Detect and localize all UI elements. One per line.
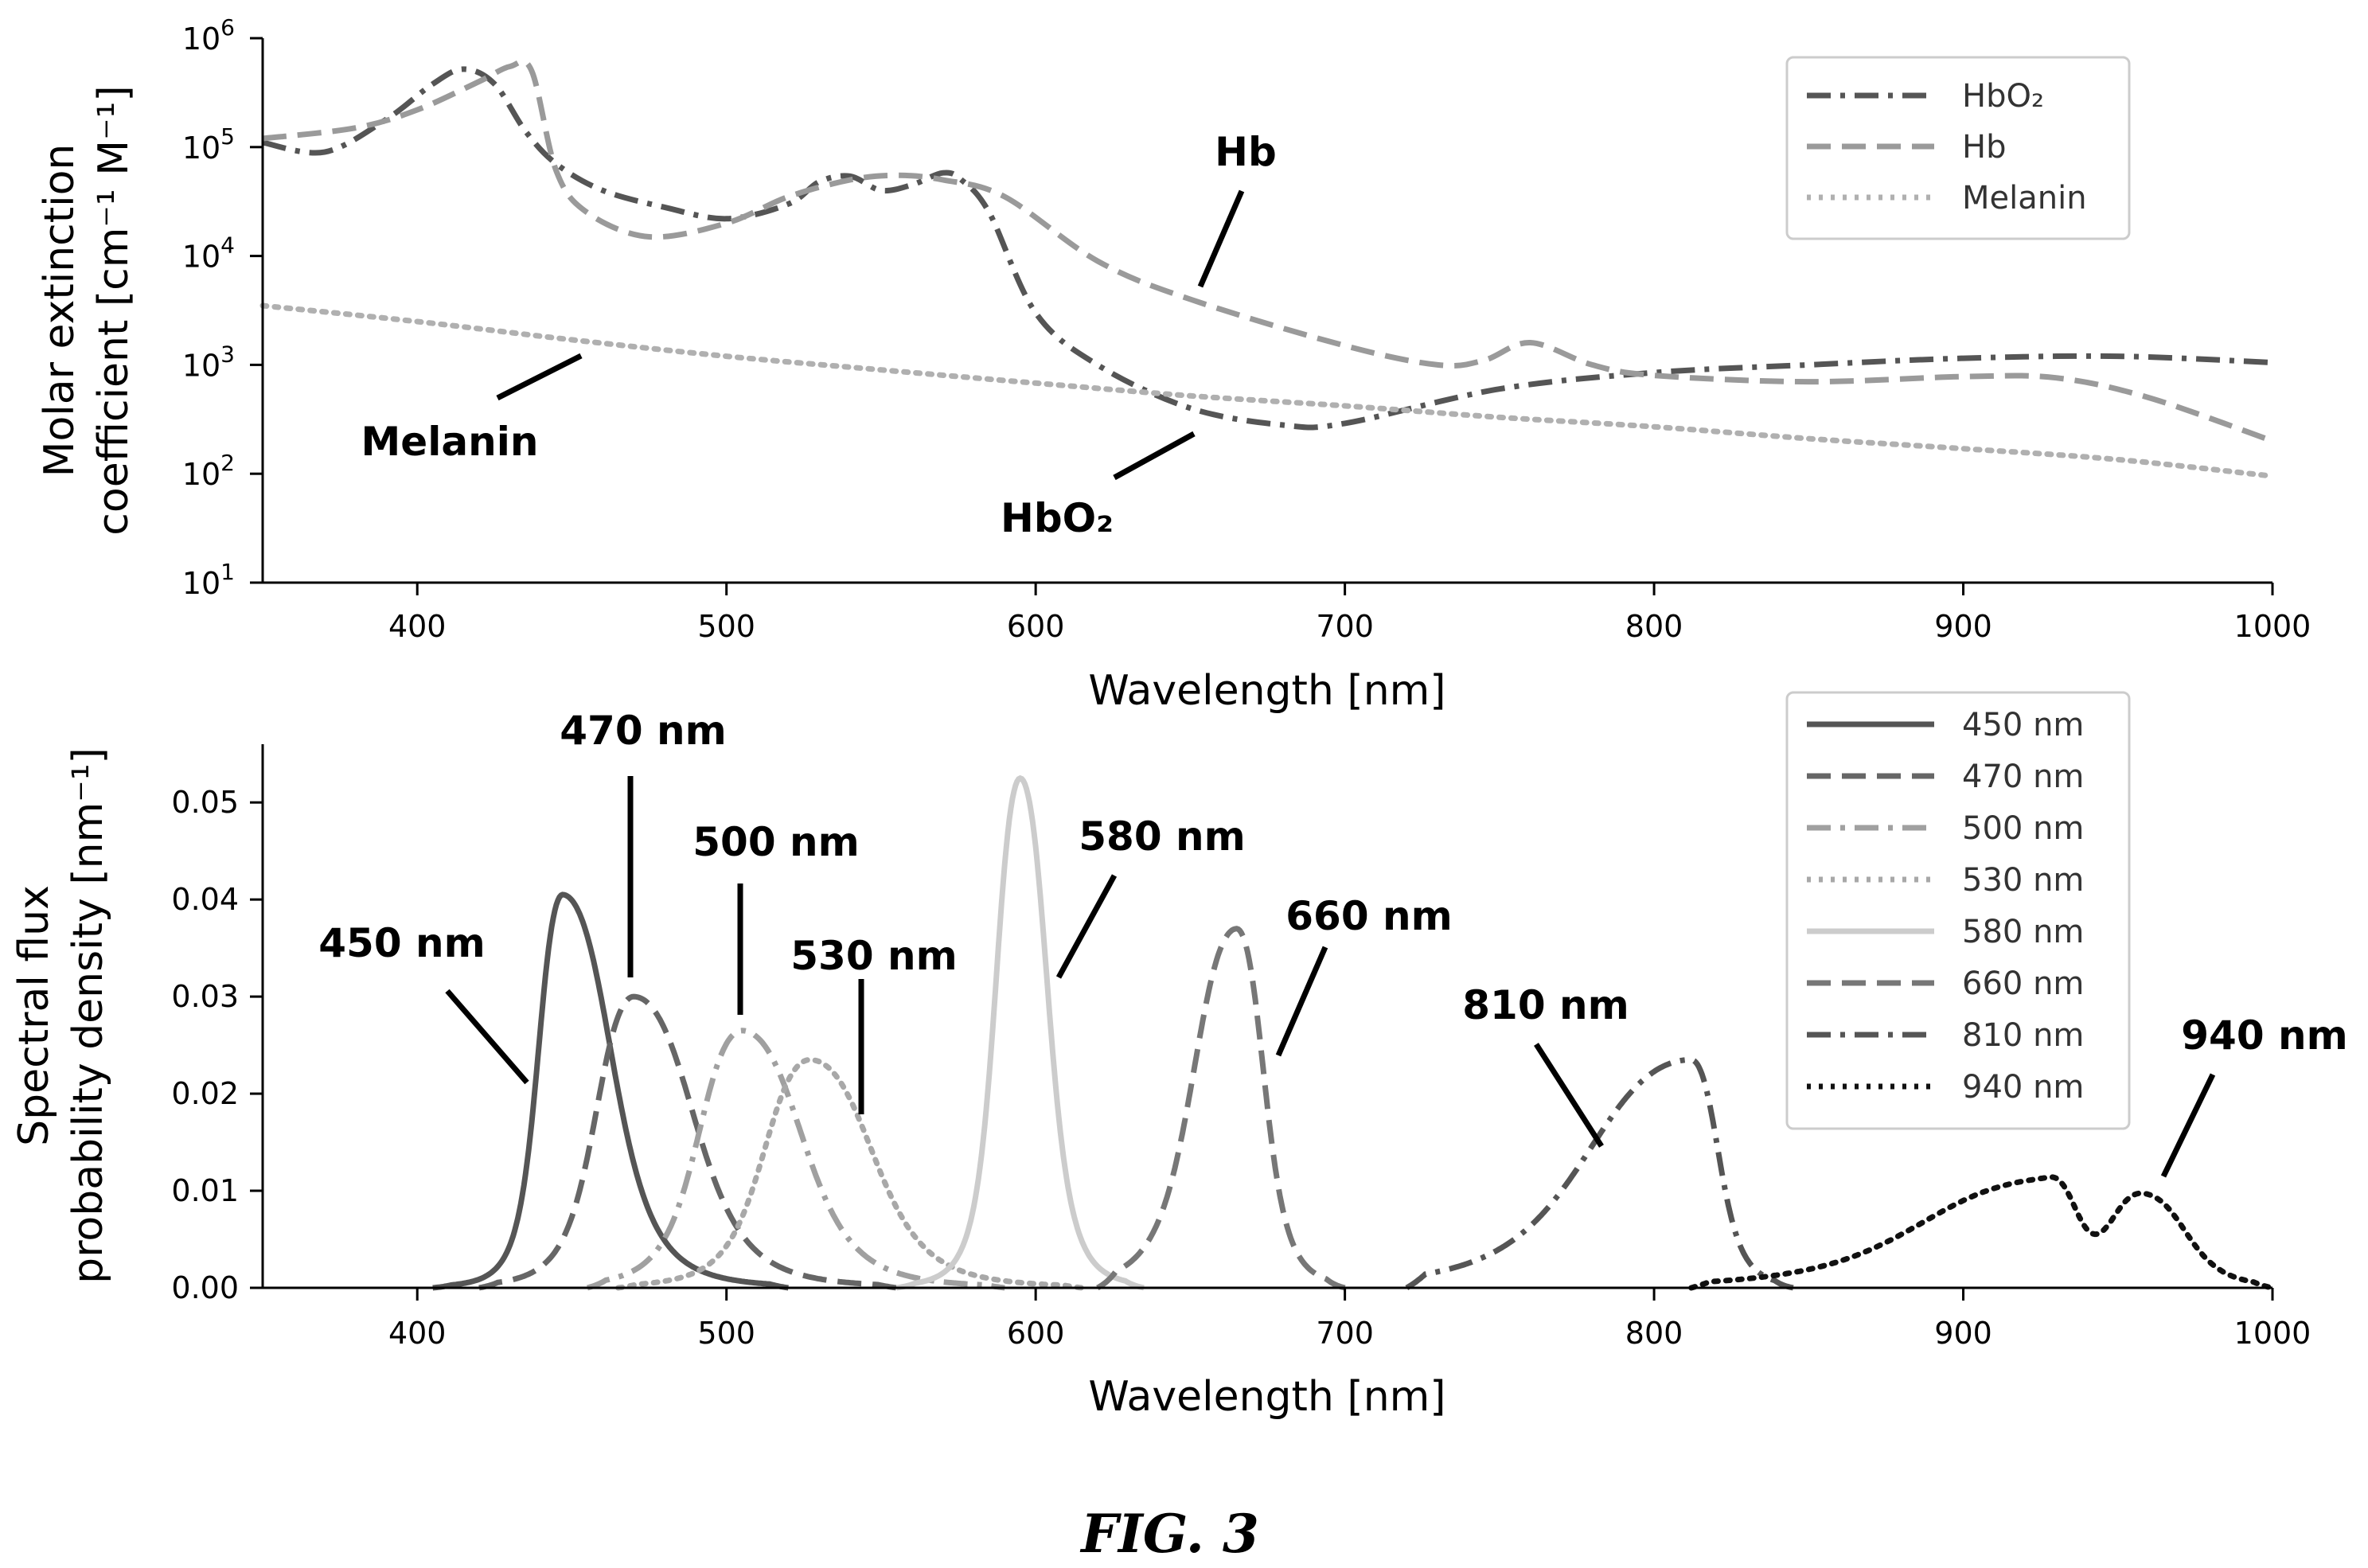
extinction-legend-frame xyxy=(1785,56,2131,240)
spectral-annotation-leader xyxy=(1275,946,1328,1057)
spectral-annotation-label: 580 nm xyxy=(1079,813,1245,860)
spectral-legend-label: 450 nm xyxy=(1962,707,2084,743)
spectral-x-tick-label: 600 xyxy=(1007,1316,1065,1351)
spectral-legend-frame xyxy=(1785,691,2131,1130)
spectral-y-tick-label: 0.03 xyxy=(171,979,239,1014)
spectral-legend-label: 660 nm xyxy=(1962,965,2084,1002)
extinction-y-tick-label: 103 xyxy=(182,341,235,383)
spectral-series-4 xyxy=(895,774,1145,1291)
extinction-y-tick-label: 104 xyxy=(182,232,235,275)
spectral-annotation-label: 470 nm xyxy=(560,708,726,754)
spectral-x-tick-label: 700 xyxy=(1316,1316,1374,1351)
extinction-x-ticks: 400 500 600 700 800 900 1000 xyxy=(388,583,2311,644)
extinction-x-tick-label: 700 xyxy=(1316,609,1374,644)
spectral-y-tick-label: 0.01 xyxy=(171,1173,239,1208)
extinction-y-tick-label: 105 xyxy=(182,123,235,166)
extinction-x-axis-label: Wavelength [nm] xyxy=(1088,667,1445,715)
spectral-legend: 450 nm 470 nm 500 nm 530 nm 580 nm 660 nm 810 … xyxy=(1785,691,2131,1130)
extinction-y-tick-label: 106 xyxy=(182,14,235,57)
spectral-series-group xyxy=(432,774,2276,1291)
spectral-annotation-leader xyxy=(1534,1043,1604,1148)
spectral-series-6 xyxy=(1405,1056,1794,1291)
spectral-legend-label: 530 nm xyxy=(1962,862,2084,899)
spectral-annotation-leader xyxy=(1055,874,1118,979)
extinction-annotation-label: Hb xyxy=(1215,129,1277,175)
spectral-y-ticks: 0.00 0.01 0.02 0.03 0.04 0.05 xyxy=(171,785,263,1305)
spectral-legend-label: 500 nm xyxy=(1962,810,2084,847)
spectral-y-tick-label: 0.05 xyxy=(171,785,239,820)
spectral-annotation-label: 660 nm xyxy=(1285,893,1452,939)
extinction-x-tick-label: 900 xyxy=(1934,609,1992,644)
spectral-x-axis-label: Wavelength [nm] xyxy=(1088,1373,1445,1421)
extinction-legend-label: Hb xyxy=(1962,129,2006,166)
spectral-x-tick-label: 1000 xyxy=(2234,1316,2311,1351)
spectral-y-axis-label-line1: Spectral flux xyxy=(10,885,58,1146)
extinction-y-tick-label: 101 xyxy=(182,559,235,601)
spectral-annotation-leader xyxy=(2160,1073,2216,1178)
spectral-y-axis-label-line2: probability density [nm⁻¹] xyxy=(64,747,112,1284)
spectral-x-ticks: 400 500 600 700 800 900 1000 xyxy=(388,1288,2311,1351)
extinction-annotation-label: HbO₂ xyxy=(1001,495,1114,541)
extinction-y-ticks: 101 102 103 104 105 106 xyxy=(182,14,263,601)
extinction-series-0 xyxy=(262,66,2273,431)
spectral-x-tick-label: 900 xyxy=(1934,1316,1992,1351)
spectral-legend-label: 580 nm xyxy=(1962,914,2084,950)
spectral-series-5 xyxy=(1096,926,1346,1291)
extinction-legend-items: HbO₂ Hb Melanin xyxy=(1807,78,2087,216)
extinction-series-1 xyxy=(262,58,2274,444)
extinction-annotation-leader xyxy=(1113,431,1196,481)
spectral-x-tick-label: 400 xyxy=(388,1316,447,1351)
spectral-x-tick-label: 800 xyxy=(1625,1316,1683,1351)
extinction-x-tick-label: 400 xyxy=(388,609,447,644)
spectral-y-tick-label: 0.02 xyxy=(171,1076,239,1111)
spectral-annotation-label: 450 nm xyxy=(318,920,485,966)
spectral-y-tick-label: 0.04 xyxy=(171,882,239,917)
spectral-annotation-label: 530 nm xyxy=(790,933,957,979)
extinction-legend: HbO₂ Hb Melanin xyxy=(1785,56,2131,240)
extinction-x-tick-label: 800 xyxy=(1625,609,1683,644)
extinction-x-tick-label: 500 xyxy=(697,609,755,644)
extinction-y-axis-label-line2: coefficient [cm⁻¹ M⁻¹] xyxy=(90,85,138,535)
extinction-series-group xyxy=(259,58,2276,479)
extinction-annotations: Hb Melanin HbO₂ xyxy=(361,129,1277,541)
spectral-x-tick-label: 500 xyxy=(697,1316,755,1351)
spectral-annotation-label: 500 nm xyxy=(692,819,859,865)
spectral-annotation-leader xyxy=(445,989,529,1085)
extinction-chart: Hb Melanin HbO₂ 400 500 600 700 800 900 1000 101… xyxy=(36,14,2311,715)
spectral-series-3 xyxy=(615,1056,1085,1291)
extinction-annotation-leader xyxy=(1197,189,1245,288)
extinction-series-2 xyxy=(259,302,2276,479)
spectral-annotation-label: 810 nm xyxy=(1462,982,1629,1028)
spectral-legend-label: 940 nm xyxy=(1962,1069,2084,1106)
figure-caption: FIG. 3 xyxy=(1079,1503,1259,1565)
extinction-x-tick-label: 600 xyxy=(1007,609,1065,644)
extinction-x-tick-label: 1000 xyxy=(2234,609,2311,644)
spectral-series-1 xyxy=(478,993,897,1291)
spectral-legend-label: 810 nm xyxy=(1962,1017,2084,1054)
extinction-legend-label: HbO₂ xyxy=(1962,78,2044,115)
spectral-series-7 xyxy=(1688,1174,2276,1291)
spectral-legend-label: 470 nm xyxy=(1962,759,2084,795)
spectral-legend-items: 450 nm 470 nm 500 nm 530 nm 580 nm 660 nm 810 … xyxy=(1807,707,2084,1106)
extinction-annotation-label: Melanin xyxy=(361,419,539,465)
spectral-y-tick-label: 0.00 xyxy=(171,1270,239,1305)
extinction-y-tick-label: 102 xyxy=(182,450,235,492)
extinction-annotation-leader xyxy=(496,353,583,401)
spectral-annotation-label: 940 nm xyxy=(2181,1012,2347,1059)
extinction-legend-label: Melanin xyxy=(1962,180,2087,216)
extinction-y-axis-label-line1: Molar extinction xyxy=(36,144,84,478)
